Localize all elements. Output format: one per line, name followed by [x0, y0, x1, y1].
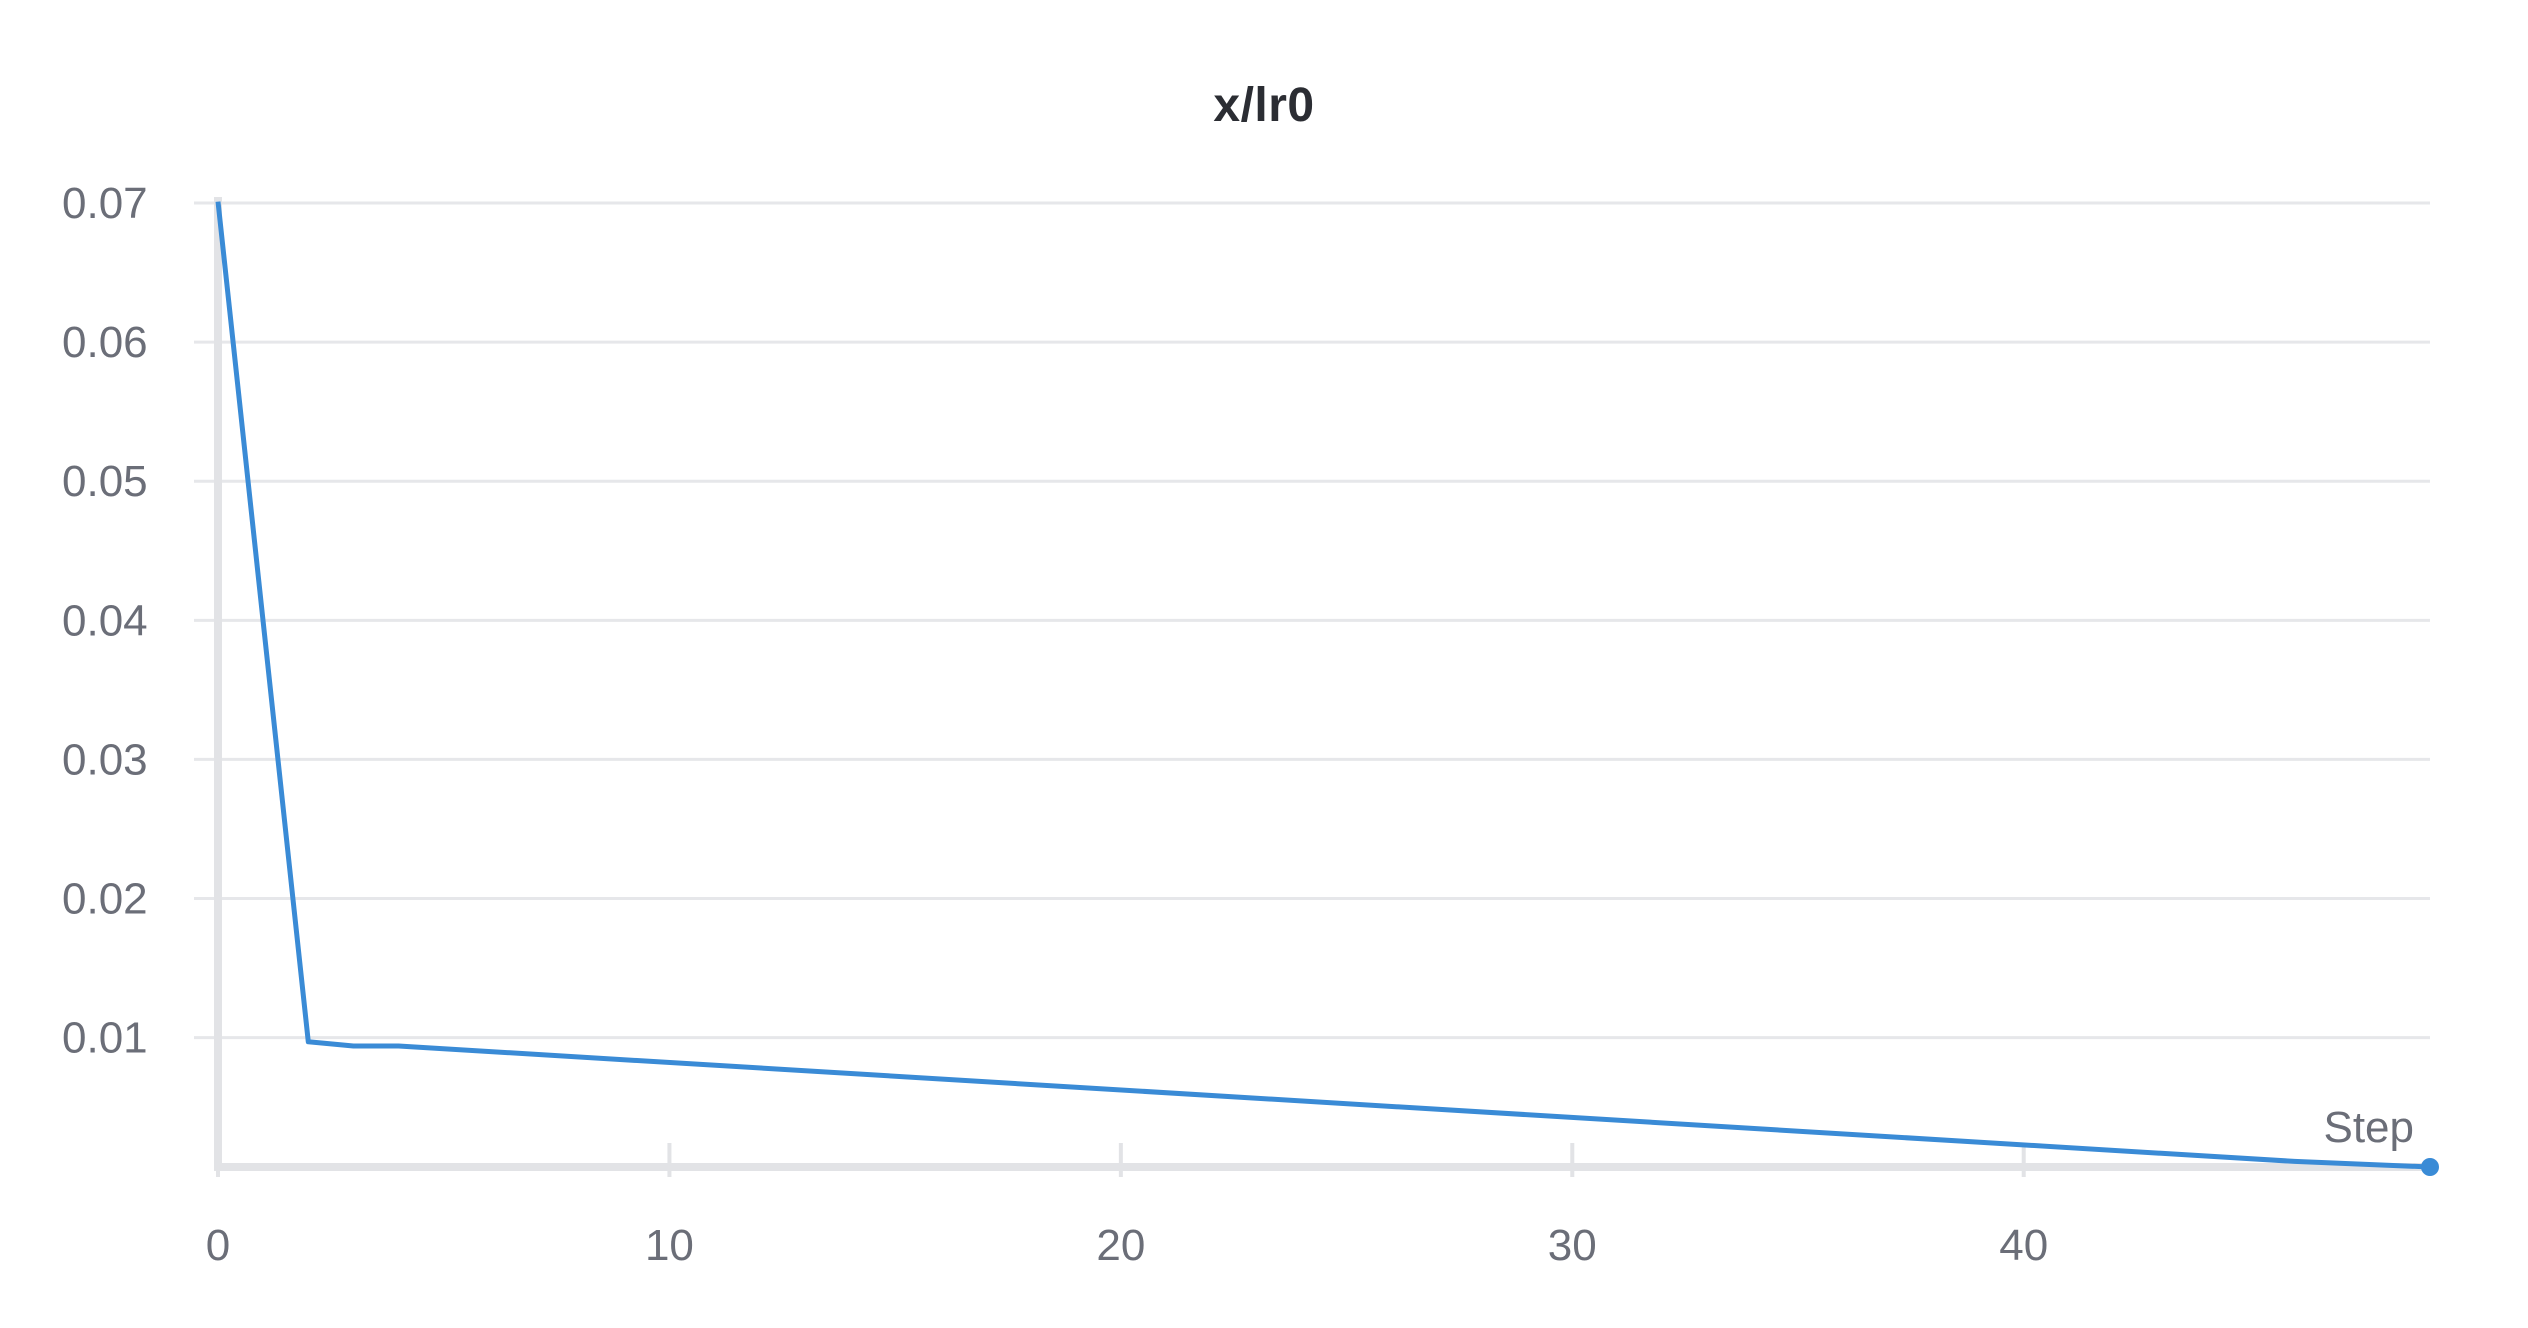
x-tick-label: 20	[1096, 1221, 1145, 1270]
x-tick-label: 0	[206, 1221, 230, 1270]
tick-labels: 0.01 0.02 0.03 0.04 0.05 0.06 0.07 0 10 20 30 40	[62, 179, 2048, 1270]
y-tick-label: 0.03	[62, 735, 148, 784]
x-tick-label: 10	[645, 1221, 694, 1270]
x-axis-label: Step	[2323, 1103, 2414, 1152]
x-tick-label: 40	[1999, 1221, 2048, 1270]
y-tick-label: 0.04	[62, 596, 148, 645]
y-tick-label: 0.05	[62, 457, 148, 506]
series-end-marker	[2421, 1158, 2439, 1176]
axes	[214, 197, 2430, 1177]
chart-title: x/lr0	[1213, 79, 1315, 132]
y-tick-label: 0.07	[62, 179, 148, 228]
series-line	[215, 201, 2431, 1170]
x-tick-label: 30	[1548, 1221, 1597, 1270]
grid-lines	[194, 201, 2430, 1040]
y-tick-label: 0.02	[62, 875, 148, 924]
y-tick-label: 0.06	[62, 318, 148, 367]
y-tick-label: 0.01	[62, 1014, 148, 1063]
series-layer	[215, 201, 2439, 1176]
